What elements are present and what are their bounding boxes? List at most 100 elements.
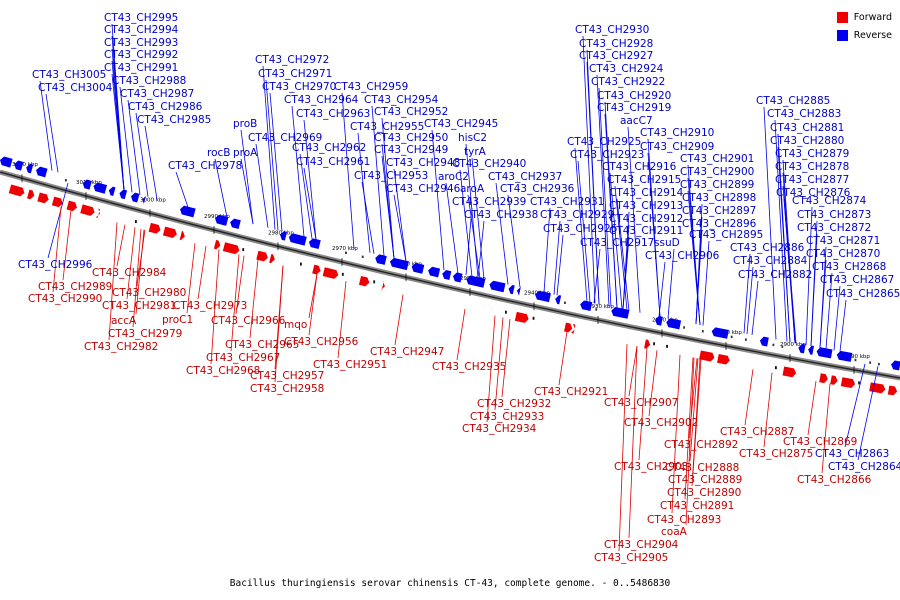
reverse-gene-label: CT43_CH2927 [579, 50, 653, 62]
forward-gene-label: CT43_CH2902 [624, 417, 698, 429]
forward-gene-label: coaA [661, 526, 688, 538]
reverse-gene-label: CT43_CH2929 [540, 209, 614, 221]
legend-reverse-swatch [836, 29, 848, 41]
axis-tick-label: 2900 kbp [780, 342, 806, 348]
leader-line [702, 240, 710, 326]
leader-line [685, 357, 695, 526]
axis-tick-label: 2960 kbp [396, 261, 422, 267]
forward-gene-label: CT43_CH2981 [102, 300, 176, 312]
reverse-gene-label: CT43_CH2909 [640, 141, 714, 153]
leader-line [111, 73, 125, 191]
forward-gene-arrow [380, 281, 385, 291]
reverse-gene-label: CT43_CH2992 [104, 49, 178, 61]
leader-line [371, 105, 385, 257]
forward-genes [8, 184, 898, 396]
leader-line [52, 207, 62, 293]
forward-gene-arrow [66, 200, 77, 212]
gene-marker [341, 272, 344, 276]
legend-forward-swatch [836, 11, 848, 23]
reverse-gene-label: CT43_CH2964 [284, 94, 359, 106]
gene-marker [730, 335, 733, 339]
reverse-gene-label: CT43_CH2876 [776, 187, 851, 199]
forward-gene-label: CT43_CH2956 [284, 336, 359, 348]
forward-gene-label: CT43_CH2973 [173, 300, 247, 312]
reverse-gene-label: CT43_CH2865 [826, 288, 900, 300]
reverse-gene-label: CT43_CH2996 [18, 259, 93, 271]
leader-line [144, 125, 158, 200]
leader-line [598, 87, 612, 307]
reverse-gene-arrow [611, 307, 630, 319]
reverse-gene-label: CT43_CH2920 [597, 90, 671, 102]
leader-line [763, 372, 773, 448]
leader-line [671, 354, 681, 514]
leader-line [45, 93, 59, 173]
reverse-gene-label: CT43_CH2886 [730, 242, 805, 254]
leader-line [274, 265, 284, 383]
leader-line [628, 346, 638, 397]
forward-gene-arrow [148, 222, 161, 234]
leader-line [62, 209, 72, 281]
forward-gene-label: CT43_CH2907 [604, 397, 678, 409]
axis-tick-label: 2890 kbp [844, 354, 870, 360]
leader-line [648, 350, 658, 417]
leader-line [821, 383, 831, 474]
forward-gene-label: CT43_CH2933 [470, 411, 544, 423]
gene-marker [781, 345, 784, 348]
reverse-gene-arrow [580, 300, 593, 312]
reverse-gene-label: CT43_CH2952 [374, 106, 448, 118]
reverse-gene-label: CT43_CH2873 [797, 209, 871, 221]
gene-marker [666, 344, 668, 348]
forward-gene-label: CT43_CH2904 [604, 539, 679, 551]
reverse-gene-arrow [411, 262, 425, 274]
reverse-gene-label: tyrA [464, 146, 487, 158]
forward-gene-label: CT43_CH2903 [614, 461, 688, 473]
leader-line [135, 229, 145, 315]
reverse-gene-arrow [816, 347, 833, 359]
leader-line [291, 105, 305, 237]
leader-line [553, 220, 561, 295]
reverse-gene-arrow [516, 286, 521, 296]
reverse-gene-label: CT43_CH2930 [575, 24, 649, 36]
leader-line [471, 157, 485, 280]
reverse-gene-label: CT43_CH2885 [756, 95, 830, 107]
reverse-gene-arrow [891, 360, 900, 371]
forward-gene-arrow [717, 353, 730, 365]
forward-gene-label: CT43_CH2982 [84, 341, 158, 353]
gene-marker [772, 343, 775, 347]
forward-gene-label: proC1 [162, 314, 193, 326]
reverse-gene-label: CT43_CH2940 [452, 158, 526, 170]
leader-line [833, 285, 841, 351]
forward-gene-label: CT43_CH2958 [250, 383, 324, 395]
forward-gene-arrow [358, 276, 370, 287]
gene-marker [242, 248, 245, 252]
leader-line [687, 190, 701, 325]
leader-line [695, 229, 703, 325]
reverse-gene-arrow [230, 218, 241, 229]
reverse-gene-label: CT43_CH2914 [609, 187, 684, 199]
forward-gene-arrow [256, 250, 268, 262]
reverse-gene-label: CT43_CH2988 [112, 75, 186, 87]
reverse-gene-label: CT43_CH2895 [689, 229, 763, 241]
axis-tick-label: 2910 kbp [716, 330, 742, 336]
reverse-gene-arrow [375, 254, 387, 265]
reverse-gene-label: aroC2 [438, 171, 469, 183]
gene-marker [505, 310, 507, 314]
leader-line [269, 92, 283, 232]
reverse-gene-label: CT43_CH2882 [738, 269, 812, 281]
reverse-gene-label: CT43_CH2939 [452, 196, 526, 208]
reverse-gene-label: CT43_CH2978 [168, 160, 242, 172]
label-leader-lines [39, 23, 879, 552]
axis-tick-label: 2980 kbp [268, 230, 294, 236]
reverse-gene-label: CT43_CH2870 [806, 248, 880, 260]
forward-gene-arrow [819, 373, 828, 384]
leader-line [126, 227, 136, 300]
leader-line [47, 182, 69, 259]
forward-gene-arrow [162, 226, 177, 238]
axis-tick-label: 3020 kbp [12, 162, 38, 168]
leader-line [616, 198, 630, 311]
leader-line [456, 308, 466, 361]
leader-line [235, 255, 245, 315]
reverse-gene-label: aroA [460, 183, 485, 195]
leader-line [857, 366, 879, 461]
reverse-gene-label: CT43_CH2945 [424, 118, 498, 130]
